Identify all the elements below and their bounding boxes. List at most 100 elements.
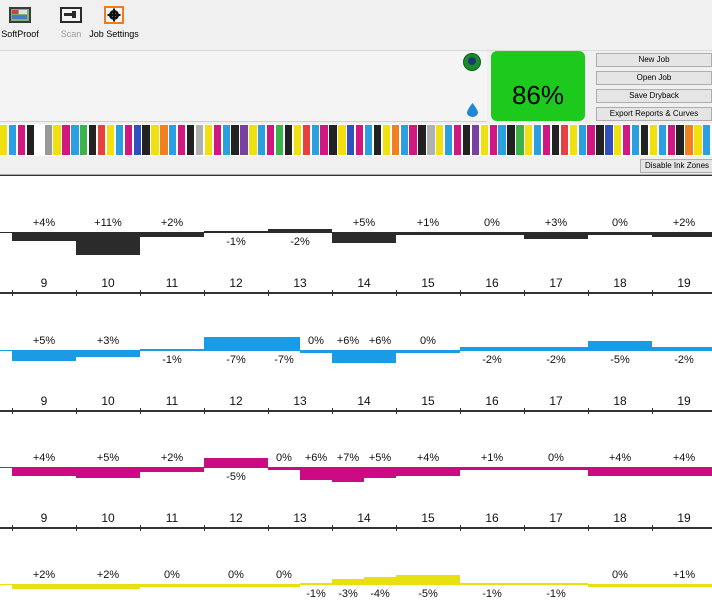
cyan-zone-bar[interactable] [460, 347, 524, 351]
magenta-zone-bar[interactable] [588, 468, 652, 476]
zone-number: 14 [357, 276, 371, 290]
color-patch [53, 125, 61, 155]
yellow-zone-value: 0% [164, 569, 180, 581]
black-zone-bar[interactable] [396, 233, 460, 235]
connection-status-icon[interactable] [463, 53, 481, 71]
magenta-zone-bar[interactable] [652, 468, 712, 476]
magenta-zone-bar[interactable] [268, 468, 300, 470]
magenta-zone-value: +5% [368, 452, 392, 464]
open-job-button[interactable]: Open Job [596, 71, 712, 85]
yellow-zone-bar[interactable] [364, 577, 396, 585]
magenta-zone-bar[interactable] [204, 458, 268, 468]
yellow-zone-bar[interactable] [140, 585, 204, 587]
color-patch [445, 125, 453, 155]
yellow-zone-bar[interactable] [268, 585, 300, 587]
cyan-zone-bar[interactable] [364, 351, 396, 363]
black-zone-bar[interactable] [460, 233, 524, 235]
yellow-zone-bar[interactable] [588, 585, 652, 587]
color-patch [338, 125, 346, 155]
zone-number: 10 [101, 276, 115, 290]
color-patch [213, 125, 221, 155]
color-patch [302, 125, 310, 155]
color-patch [231, 125, 239, 155]
cyan-zone-bar[interactable] [524, 347, 588, 351]
magenta-zone-bar[interactable] [524, 468, 588, 470]
ink-drop-icon[interactable] [467, 103, 478, 117]
zone-scale-line [0, 410, 712, 411]
zone-number: 17 [549, 511, 563, 525]
magenta-zone-value: +2% [160, 452, 184, 464]
zone-number: 12 [229, 511, 243, 525]
yellow-zone-bar[interactable] [652, 585, 712, 587]
cyan-zone-bar[interactable] [396, 351, 460, 353]
cyan-zone-bar[interactable] [588, 341, 652, 351]
magenta-zone-value: +1% [480, 452, 504, 464]
cyan-zone-value: 0% [308, 335, 324, 347]
black-zone-bar[interactable] [76, 233, 140, 255]
color-patch [258, 125, 266, 155]
softproof-button[interactable]: SoftProof [0, 4, 40, 44]
scan-button[interactable]: Scan [56, 4, 86, 44]
toolbar: SoftProof Scan Job Settings [0, 0, 712, 50]
magenta-zone-bar[interactable] [140, 468, 204, 472]
color-patch [391, 125, 399, 155]
color-patch [62, 125, 70, 155]
zone-number: 9 [40, 276, 48, 290]
yellow-zone-bar[interactable] [396, 575, 460, 585]
black-zone-bar[interactable] [524, 233, 588, 239]
cyan-zone-value: -2% [482, 354, 502, 366]
magenta-zone-bar[interactable] [364, 468, 396, 478]
black-zone-bar[interactable] [588, 233, 652, 235]
color-patch [551, 125, 560, 155]
yellow-zone-bar[interactable] [524, 583, 588, 585]
cyan-zone-bar[interactable] [76, 351, 140, 357]
yellow-zone-bar[interactable] [76, 585, 140, 589]
export-reports-button[interactable]: Export Reports & Curves [596, 107, 712, 121]
magenta-zone-bar[interactable] [12, 468, 76, 476]
black-zone-bar[interactable] [204, 231, 268, 233]
black-zone-bar[interactable] [140, 233, 204, 237]
magenta-zone-value: 0% [276, 452, 292, 464]
new-job-button[interactable]: New Job [596, 53, 712, 67]
black-zone-bar[interactable] [332, 233, 396, 243]
zone-number: 13 [293, 394, 307, 408]
color-patch [560, 125, 569, 155]
zone-number: 18 [613, 511, 627, 525]
yellow-zone-bar[interactable] [332, 579, 364, 585]
disable-ink-zones-button[interactable]: Disable Ink Zones [640, 159, 712, 173]
yellow-zone-bar[interactable] [12, 585, 76, 589]
cyan-zone-bar[interactable] [300, 351, 332, 353]
color-patch [409, 125, 417, 155]
cyan-zone-bar[interactable] [332, 351, 364, 363]
yellow-zone-bar[interactable] [204, 585, 268, 587]
cyan-zone-value: -7% [226, 354, 246, 366]
cyan-zone-bar[interactable] [268, 337, 300, 351]
color-patch [382, 125, 391, 155]
magenta-zone-bar[interactable] [460, 468, 524, 470]
magenta-zone-bar[interactable] [76, 468, 140, 478]
black-zone-bar[interactable] [652, 233, 712, 237]
yellow-zone-bar[interactable] [460, 583, 524, 585]
cyan-zone-bar[interactable] [140, 349, 204, 351]
color-patch [525, 125, 533, 155]
score-indicator: 86% [491, 51, 585, 121]
save-dryback-button[interactable]: Save Dryback [596, 89, 712, 103]
zone-number: 15 [421, 394, 435, 408]
zone-number: 14 [357, 394, 371, 408]
gear-icon [104, 6, 124, 24]
zone-scale-line [0, 292, 712, 293]
cyan-zone-bar[interactable] [652, 347, 712, 351]
magenta-zone-bar[interactable] [300, 468, 332, 480]
cyan-zone-bar[interactable] [12, 351, 76, 361]
black-zone-bar[interactable] [268, 229, 332, 233]
black-zone-bar[interactable] [12, 233, 76, 241]
magenta-zone-bar[interactable] [332, 468, 364, 482]
color-patch [8, 125, 17, 155]
magenta-zone-bar[interactable] [396, 468, 460, 476]
color-patch [542, 125, 551, 155]
yellow-zone-bar[interactable] [300, 583, 332, 585]
zone-number: 19 [677, 276, 691, 290]
cyan-zone-bar[interactable] [204, 337, 268, 351]
job-settings-button[interactable]: Job Settings [88, 4, 140, 44]
zone-number: 18 [613, 394, 627, 408]
